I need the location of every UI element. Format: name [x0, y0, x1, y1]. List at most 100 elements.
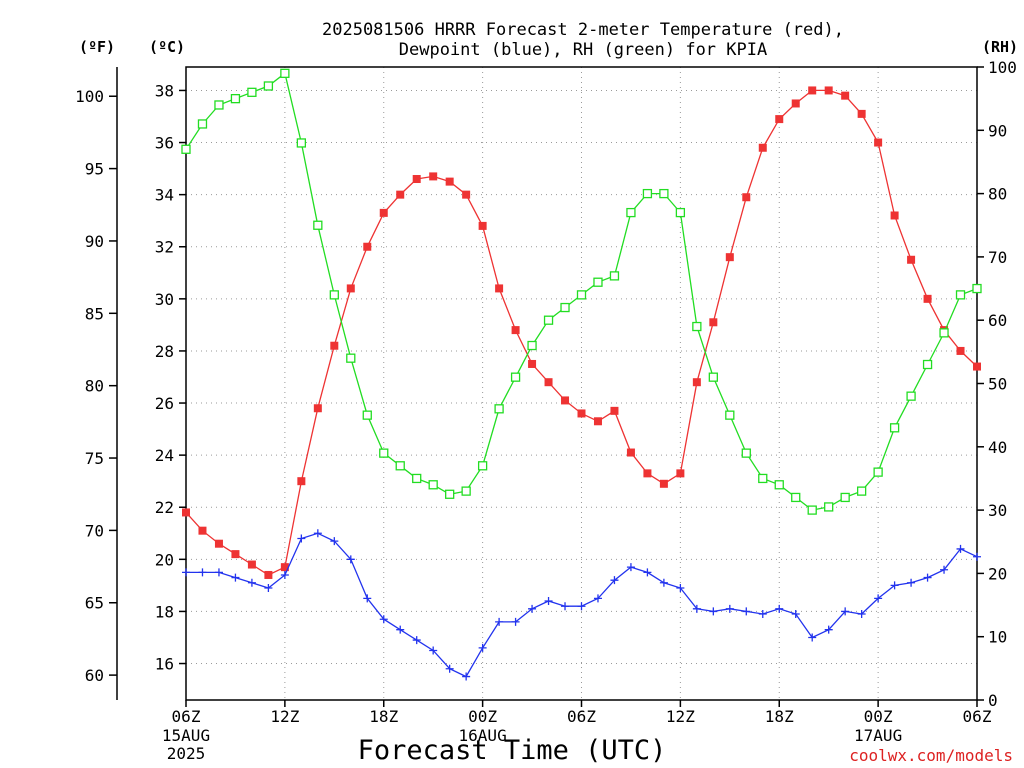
data-point: [528, 359, 537, 368]
x-tick-label: 00Z: [864, 707, 893, 726]
rh-axis: 0 10 20 30 40 50 60 70 80 90 100: [977, 58, 1017, 710]
fahrenheit-tick-label: 100: [75, 87, 104, 106]
data-point: [297, 477, 306, 486]
data-point: [709, 318, 718, 327]
data-point: [214, 100, 224, 110]
data-point: [561, 602, 570, 611]
data-point: [379, 448, 389, 458]
data-point: [857, 610, 866, 619]
rh-tick-label: 50: [988, 375, 1007, 394]
series-temperature: [182, 86, 981, 579]
data-point: [412, 175, 421, 184]
celsius-axis: 16 18 20 22 24 26 28 30 32 34 36 38: [155, 81, 186, 674]
data-point: [824, 502, 834, 512]
data-point: [396, 190, 405, 199]
data-point: [214, 539, 223, 548]
data-point: [198, 526, 207, 535]
fahrenheit-tick-label: 70: [85, 521, 104, 540]
data-point: [313, 220, 323, 230]
data-point: [642, 188, 653, 199]
data-point: [462, 672, 471, 681]
data-point: [395, 461, 405, 471]
date-label: 2025: [167, 744, 206, 763]
data-point: [330, 341, 339, 350]
celsius-tick-label: 30: [155, 290, 174, 309]
celsius-tick-label: 22: [155, 498, 174, 517]
data-point: [412, 473, 422, 484]
data-point: [197, 119, 208, 129]
data-point: [907, 255, 916, 264]
data-point: [610, 406, 619, 415]
data-point: [791, 610, 800, 619]
data-point: [527, 340, 537, 351]
data-point: [742, 193, 751, 202]
data-point: [973, 552, 981, 561]
fahrenheit-tick-label: 75: [85, 449, 104, 468]
rh-tick-label: 30: [988, 501, 1007, 520]
data-point: [182, 568, 190, 577]
x-axis: 06Z 12Z 18Z 00Z 06Z 12Z 18Z 00Z 06Z15AUG202516AU…: [162, 700, 992, 763]
data-point: [692, 378, 701, 387]
data-point: [429, 172, 438, 181]
data-point: [330, 537, 339, 546]
celsius-tick-label: 36: [155, 134, 174, 153]
data-point: [742, 607, 751, 616]
data-point: [692, 604, 701, 613]
data-point: [824, 625, 833, 634]
data-point: [741, 448, 751, 458]
data-point: [692, 321, 702, 332]
data-point: [907, 578, 916, 587]
data-point: [841, 91, 850, 100]
data-point: [511, 617, 520, 626]
data-point: [940, 565, 949, 574]
data-point: [346, 284, 355, 293]
data-point: [313, 529, 322, 538]
data-point: [593, 417, 602, 426]
data-point: [593, 594, 602, 603]
data-point: [906, 391, 916, 401]
rh-tick-label: 80: [988, 185, 1007, 204]
fahrenheit-tick-label: 90: [85, 232, 104, 251]
data-point: [214, 568, 223, 577]
data-point: [379, 615, 388, 624]
data-point: [856, 486, 867, 496]
data-point: [659, 479, 668, 488]
data-point: [230, 94, 241, 104]
data-point: [841, 607, 850, 616]
data-point: [955, 290, 966, 300]
data-point: [725, 253, 734, 262]
data-point: [626, 448, 635, 457]
data-point: [808, 86, 817, 95]
data-point: [840, 492, 850, 503]
fahrenheit-tick-label: 80: [85, 377, 104, 396]
data-point: [874, 594, 883, 603]
data-point: [280, 570, 289, 579]
celsius-tick-label: 20: [155, 550, 174, 569]
data-point: [544, 597, 553, 606]
series-dewpoint: [182, 529, 981, 681]
fahrenheit-tick-label: 60: [85, 666, 104, 685]
data-point: [808, 633, 817, 642]
data-point: [939, 328, 949, 338]
data-point: [263, 81, 274, 91]
chart-title-line1: 2025081506 HRRR Forecast 2-meter Tempera…: [322, 20, 844, 40]
data-point: [923, 294, 932, 303]
celsius-tick-label: 24: [155, 446, 174, 465]
data-point: [807, 505, 817, 515]
data-point: [247, 560, 256, 569]
rh-tick-label: 40: [988, 438, 1007, 457]
fahrenheit-tick-label: 85: [85, 304, 104, 323]
fahrenheit-tick-label: 65: [85, 594, 104, 613]
celsius-unit-label: (ºC): [149, 38, 185, 56]
data-point: [280, 563, 289, 572]
data-point: [462, 190, 471, 199]
data-point: [659, 188, 669, 199]
chart-title-line2: Dewpoint (blue), RH (green) for KPIA: [399, 40, 767, 60]
x-tick-label: 06Z: [567, 707, 596, 726]
data-point: [396, 625, 405, 634]
data-point: [429, 646, 438, 655]
data-point: [296, 138, 307, 148]
series-rh: [181, 68, 982, 515]
x-tick-label: 06Z: [172, 707, 201, 726]
